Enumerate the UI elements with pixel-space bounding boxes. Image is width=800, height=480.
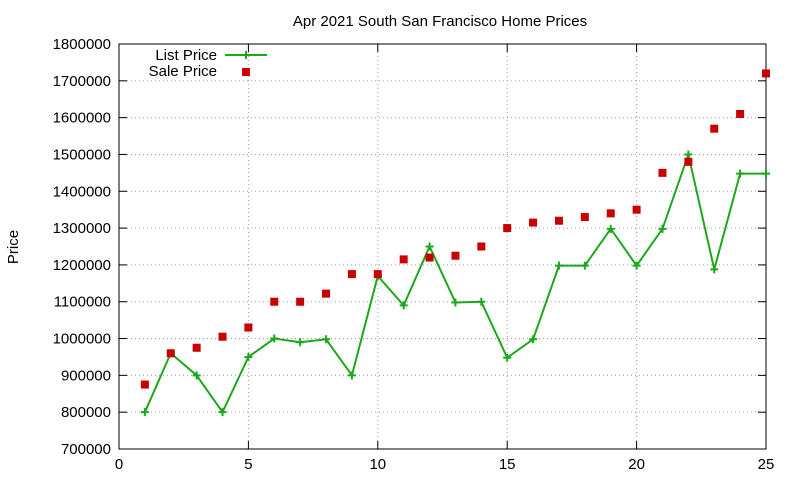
sale-price-point bbox=[736, 109, 745, 118]
sale-price-point bbox=[296, 297, 305, 306]
y-tick-label: 1300000 bbox=[53, 220, 111, 237]
sale-price-point bbox=[762, 69, 770, 78]
y-tick-label: 1400000 bbox=[53, 183, 111, 200]
axis-ticks: 700000 800000 900000 1000000 1100000 1200000 1… bbox=[53, 36, 775, 473]
list-price-point bbox=[270, 334, 279, 343]
list-price-point bbox=[425, 242, 434, 251]
sale-price-point bbox=[580, 213, 589, 222]
x-tick-label: 10 bbox=[369, 456, 386, 473]
sale-price-point bbox=[451, 251, 460, 260]
sale-price-point bbox=[192, 343, 201, 352]
list-price-point bbox=[140, 408, 149, 417]
x-tick-label: 5 bbox=[244, 456, 252, 473]
list-price-point bbox=[296, 338, 305, 347]
sale-price-point bbox=[632, 205, 641, 214]
sale-price-point bbox=[244, 323, 253, 332]
sale-price-point bbox=[684, 157, 693, 166]
sale-price-point bbox=[658, 168, 667, 177]
y-tick-label: 1500000 bbox=[53, 146, 111, 163]
list-price-point bbox=[503, 353, 512, 362]
y-tick-label: 1700000 bbox=[53, 73, 111, 90]
list-price-point bbox=[684, 150, 693, 159]
list-price-point bbox=[347, 371, 356, 380]
list-price-point bbox=[554, 261, 563, 270]
x-tick-label: 25 bbox=[758, 456, 775, 473]
list-price-point bbox=[580, 261, 589, 270]
x-tick-label: 15 bbox=[499, 456, 516, 473]
list-price-point bbox=[477, 297, 486, 306]
y-tick-label: 700000 bbox=[61, 441, 111, 458]
sale-price-point bbox=[554, 216, 563, 225]
legend-label-sale-price: Sale Price bbox=[149, 63, 217, 80]
list-price-point bbox=[244, 352, 253, 361]
list-price-point bbox=[399, 301, 408, 310]
legend-marker-list-price bbox=[242, 51, 250, 59]
y-tick-label: 1800000 bbox=[53, 36, 111, 53]
grid bbox=[119, 44, 766, 449]
y-tick-label: 900000 bbox=[61, 367, 111, 384]
list-price-point bbox=[218, 408, 227, 417]
y-tick-label: 1100000 bbox=[54, 294, 111, 311]
sale-price-point bbox=[218, 332, 227, 341]
list-price-point bbox=[658, 224, 667, 233]
list-price-point bbox=[710, 265, 719, 274]
sale-price-point bbox=[606, 209, 615, 218]
list-price-line bbox=[143, 150, 766, 415]
series-layer bbox=[140, 69, 770, 417]
list-price-point bbox=[762, 169, 770, 178]
y-tick-label: 1600000 bbox=[53, 110, 111, 127]
list-price-point bbox=[632, 261, 641, 270]
sale-price-point bbox=[529, 218, 538, 227]
legend-marker-sale-price bbox=[242, 68, 250, 76]
sale-price-point bbox=[373, 270, 382, 279]
x-tick-label: 0 bbox=[115, 456, 123, 473]
legend-label-list-price: List Price bbox=[155, 47, 217, 64]
sale-price-point bbox=[347, 270, 356, 279]
y-tick-label: 800000 bbox=[61, 404, 111, 421]
sale-price-point bbox=[140, 380, 149, 389]
list-price-point bbox=[606, 224, 615, 233]
sale-price-point bbox=[710, 124, 719, 133]
y-axis-label: Price bbox=[5, 230, 22, 264]
y-tick-label: 1000000 bbox=[53, 331, 111, 348]
sale-price-point bbox=[425, 253, 434, 262]
chart-title: Apr 2021 South San Francisco Home Prices bbox=[293, 13, 587, 30]
sale-price-point bbox=[399, 255, 408, 264]
sale-price-point bbox=[503, 224, 512, 233]
list-price-point bbox=[529, 335, 538, 344]
sale-price-point bbox=[477, 242, 486, 251]
sale-price-point bbox=[322, 289, 331, 298]
sale-price-point bbox=[166, 349, 175, 358]
x-tick-label: 20 bbox=[628, 456, 645, 473]
plot-frame bbox=[118, 43, 767, 450]
sale-price-point bbox=[270, 297, 279, 306]
list-price-point bbox=[192, 371, 201, 380]
list-price-point bbox=[736, 169, 745, 178]
list-price-point bbox=[322, 335, 331, 344]
y-tick-label: 1200000 bbox=[53, 257, 111, 274]
list-price-point bbox=[451, 298, 460, 307]
